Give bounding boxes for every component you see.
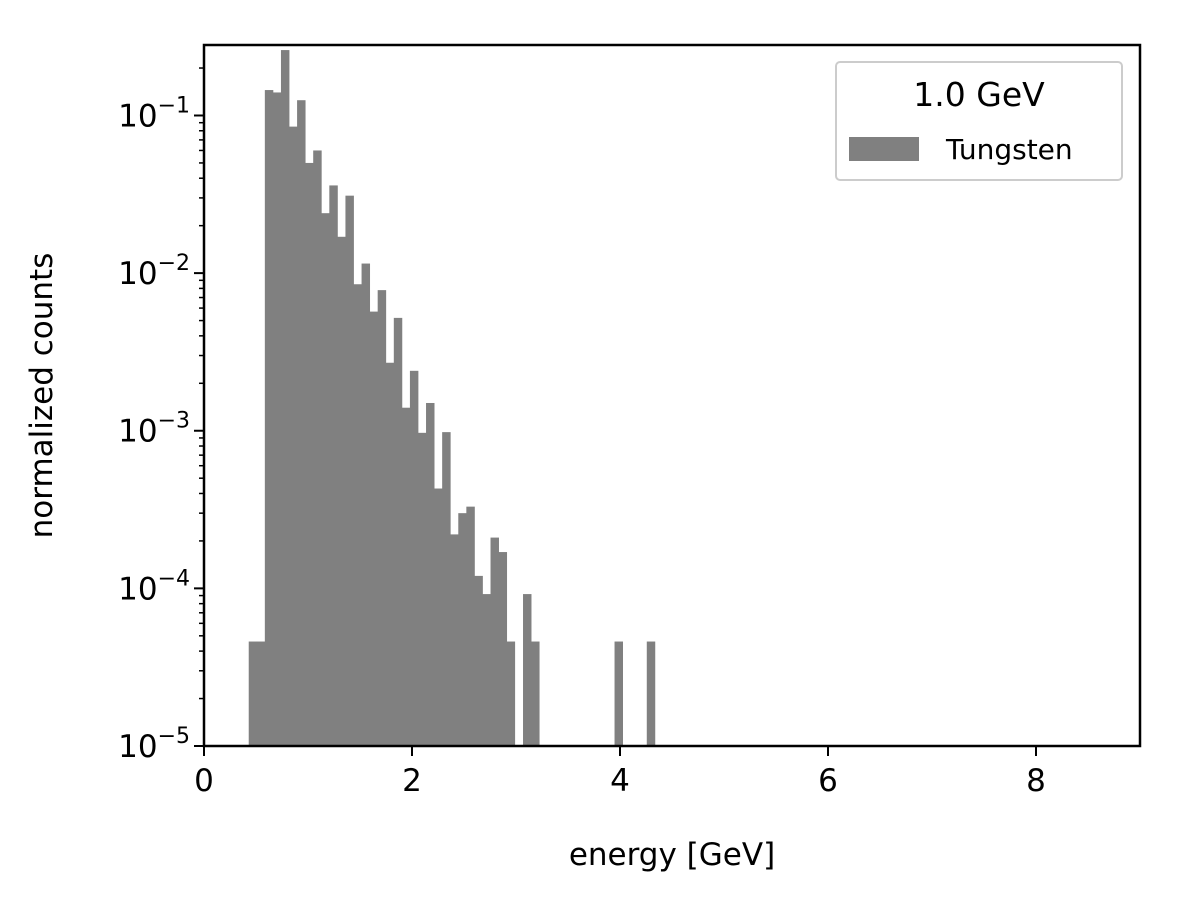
- legend-swatch-tungsten: [849, 137, 919, 161]
- histogram-bin: [361, 263, 371, 746]
- histogram-bin: [646, 641, 656, 746]
- y-tick-label: 10−3: [118, 409, 190, 450]
- y-tick-label: 10−1: [118, 93, 190, 134]
- histogram-bin: [498, 552, 508, 746]
- histogram-bars: [248, 50, 656, 747]
- histogram-bin: [264, 90, 274, 747]
- legend-title: 1.0 GeV: [913, 75, 1045, 114]
- histogram-bin: [321, 213, 330, 746]
- histogram-bin: [426, 402, 435, 746]
- y-axis-ticks: 10−5 10−4 10−3 10−2 10−1: [118, 67, 204, 765]
- histogram-bin: [490, 537, 499, 746]
- x-tick-label: 6: [818, 763, 838, 799]
- histogram-bin: [337, 236, 346, 747]
- x-axis-ticks: 0 2 4 6 8: [194, 746, 1046, 799]
- histogram-bin: [482, 594, 491, 746]
- histogram-bin: [256, 641, 266, 746]
- y-tick-label: 10−4: [118, 566, 190, 607]
- histogram-bin: [401, 407, 411, 746]
- histogram-bin: [248, 641, 258, 746]
- histogram-bin: [474, 575, 483, 746]
- histogram-bin: [369, 311, 379, 746]
- histogram-bin: [523, 594, 532, 746]
- histogram-bin: [450, 534, 459, 746]
- x-tick-label: 2: [402, 763, 422, 799]
- histogram-bin: [409, 370, 419, 746]
- legend: 1.0 GeV Tungsten: [835, 61, 1123, 181]
- histogram-bin: [280, 50, 290, 746]
- y-tick-label: 10−2: [118, 251, 190, 292]
- histogram-bin: [377, 290, 387, 746]
- y-axis-label: normalized counts: [24, 253, 60, 539]
- histogram-bin: [313, 150, 322, 746]
- y-tick-label: 10−5: [118, 724, 190, 765]
- x-tick-label: 4: [610, 763, 630, 799]
- histogram-bin: [417, 432, 427, 746]
- histogram-bin: [345, 195, 354, 746]
- histogram-bin: [353, 284, 362, 746]
- histogram-bin: [329, 185, 338, 747]
- histogram-bin: [506, 641, 516, 746]
- histogram-bin: [531, 641, 540, 746]
- histogram-bin: [305, 162, 314, 747]
- histogram-bin: [297, 100, 306, 746]
- x-tick-label: 0: [194, 763, 214, 799]
- histogram-bin: [442, 432, 451, 746]
- histogram-bin: [289, 126, 298, 746]
- histogram-bin: [434, 488, 443, 746]
- histogram-bin: [458, 513, 467, 746]
- x-tick-label: 8: [1026, 763, 1046, 799]
- x-axis-label: energy [GeV]: [569, 837, 775, 873]
- legend-label-tungsten: Tungsten: [945, 133, 1073, 166]
- histogram-bin: [272, 92, 282, 746]
- histogram-bin: [466, 506, 475, 746]
- histogram-bin: [614, 641, 623, 746]
- plot-frame: [202, 43, 1142, 748]
- histogram-bin: [385, 362, 395, 746]
- histogram-bin: [393, 317, 403, 746]
